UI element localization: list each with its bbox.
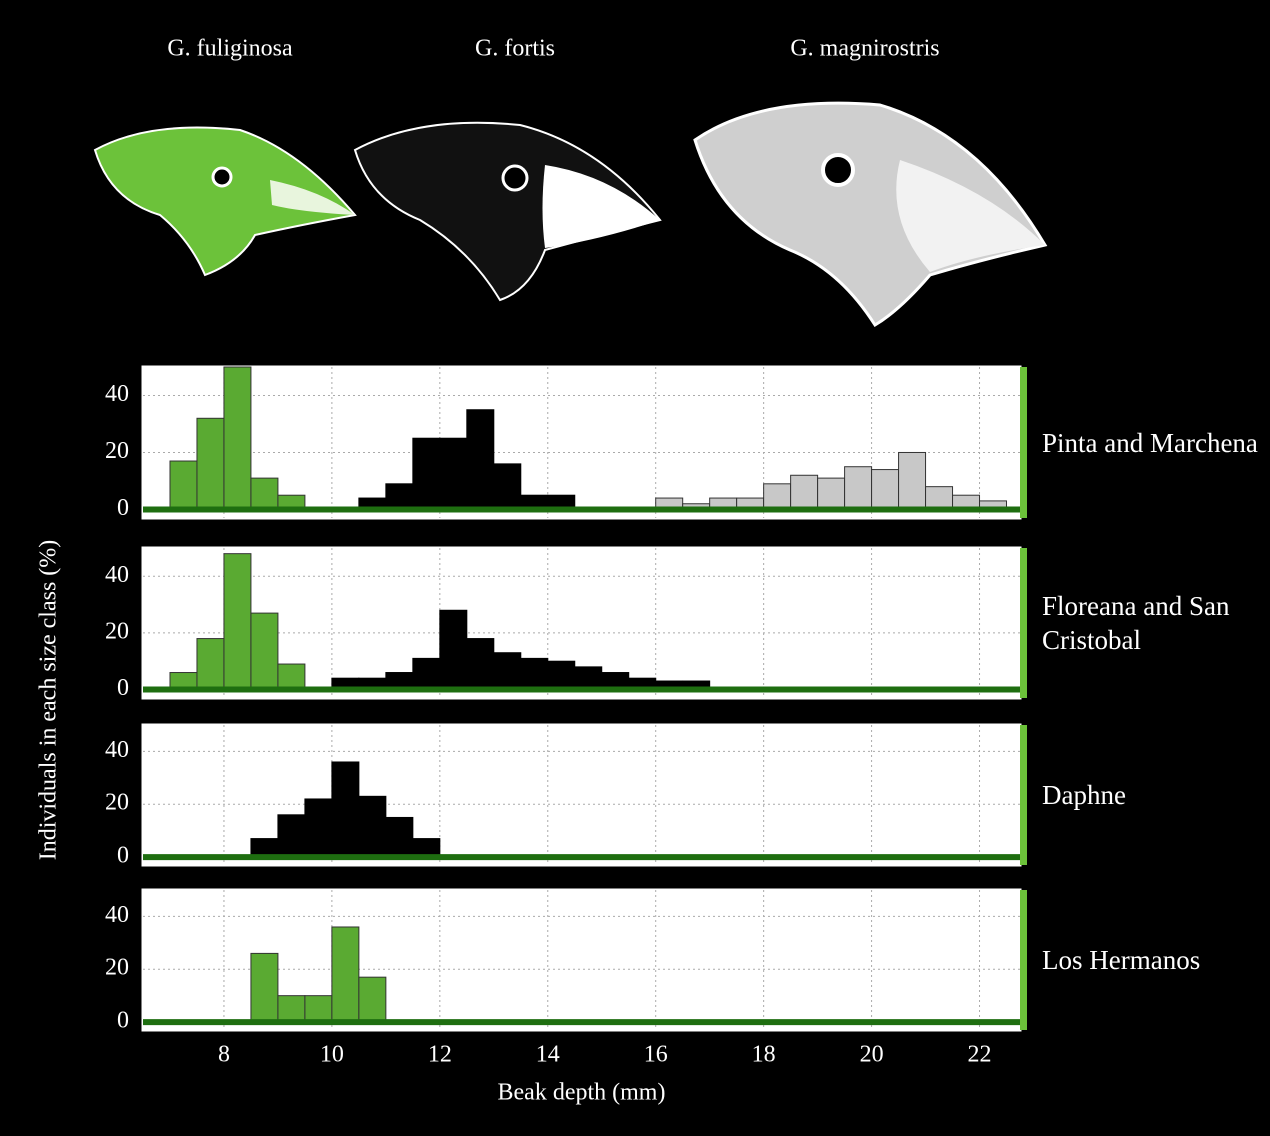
- y-tick-label: 40: [105, 562, 129, 588]
- bar: [386, 484, 413, 510]
- bar: [197, 639, 224, 690]
- bird-fortis: [355, 123, 660, 300]
- bar: [251, 613, 278, 689]
- y-tick-label: 20: [105, 955, 129, 981]
- panel-edge: [1020, 725, 1027, 865]
- y-tick-label: 0: [117, 495, 129, 521]
- bar: [440, 438, 467, 509]
- bar: [224, 367, 251, 509]
- island-label: Floreana and San Cristobal: [1042, 589, 1267, 657]
- island-label: Daphne: [1042, 778, 1267, 812]
- bar: [764, 484, 791, 510]
- y-tick-label: 40: [105, 737, 129, 763]
- island-label: Los Hermanos: [1042, 943, 1267, 977]
- x-tick-label: 20: [860, 1042, 884, 1068]
- bar: [251, 953, 278, 1022]
- bar: [818, 478, 845, 509]
- species-label: G. fortis: [475, 36, 555, 62]
- bar: [332, 927, 359, 1022]
- bird-fuliginosa: [95, 128, 355, 276]
- bar: [899, 452, 926, 509]
- bar: [224, 554, 251, 690]
- bar: [386, 817, 413, 857]
- y-tick-label: 20: [105, 790, 129, 816]
- bar: [845, 467, 872, 510]
- x-tick-label: 22: [968, 1042, 992, 1068]
- bar: [494, 464, 521, 510]
- bar: [332, 762, 359, 857]
- species-label: G. magnirostris: [790, 36, 939, 62]
- bar: [305, 799, 332, 857]
- y-tick-label: 40: [105, 902, 129, 928]
- species-label: G. fuliginosa: [167, 36, 293, 62]
- bar: [521, 658, 548, 689]
- x-tick-label: 12: [428, 1042, 452, 1068]
- bar: [170, 461, 197, 509]
- bar: [359, 796, 386, 857]
- bar: [278, 996, 305, 1022]
- bar: [305, 996, 332, 1022]
- page: G. fuliginosa G. fortis G. magnirostris …: [0, 0, 1270, 1136]
- panel-edge: [1020, 367, 1027, 518]
- x-tick-label: 8: [218, 1042, 230, 1068]
- bar: [413, 438, 440, 509]
- bar: [575, 667, 602, 690]
- panel-edge: [1020, 548, 1027, 698]
- x-tick-label: 18: [752, 1042, 776, 1068]
- x-axis-label: Beak depth (mm): [498, 1080, 666, 1106]
- bar: [278, 664, 305, 689]
- y-tick-label: 0: [117, 1008, 129, 1034]
- bar: [251, 478, 278, 509]
- y-tick-label: 0: [117, 675, 129, 701]
- bar: [791, 475, 818, 509]
- x-tick-label: 14: [536, 1042, 560, 1068]
- x-tick-label: 16: [644, 1042, 668, 1068]
- panel-edge: [1020, 890, 1027, 1030]
- bar: [494, 653, 521, 690]
- y-tick-label: 20: [105, 438, 129, 464]
- bar: [359, 977, 386, 1022]
- x-tick-label: 10: [320, 1042, 344, 1068]
- island-label: Pinta and Marchena: [1042, 426, 1267, 460]
- bar: [440, 610, 467, 689]
- bar: [467, 639, 494, 690]
- bar: [197, 418, 224, 509]
- bar: [548, 661, 575, 689]
- y-tick-label: 20: [105, 618, 129, 644]
- bar: [926, 487, 953, 510]
- bar: [467, 410, 494, 510]
- bar: [872, 470, 899, 510]
- y-axis-label: Individuals in each size class (%): [36, 540, 62, 861]
- y-tick-label: 40: [105, 381, 129, 407]
- bar: [278, 815, 305, 857]
- bar: [413, 658, 440, 689]
- bird-magnirostris: [695, 103, 1045, 325]
- y-tick-label: 0: [117, 843, 129, 869]
